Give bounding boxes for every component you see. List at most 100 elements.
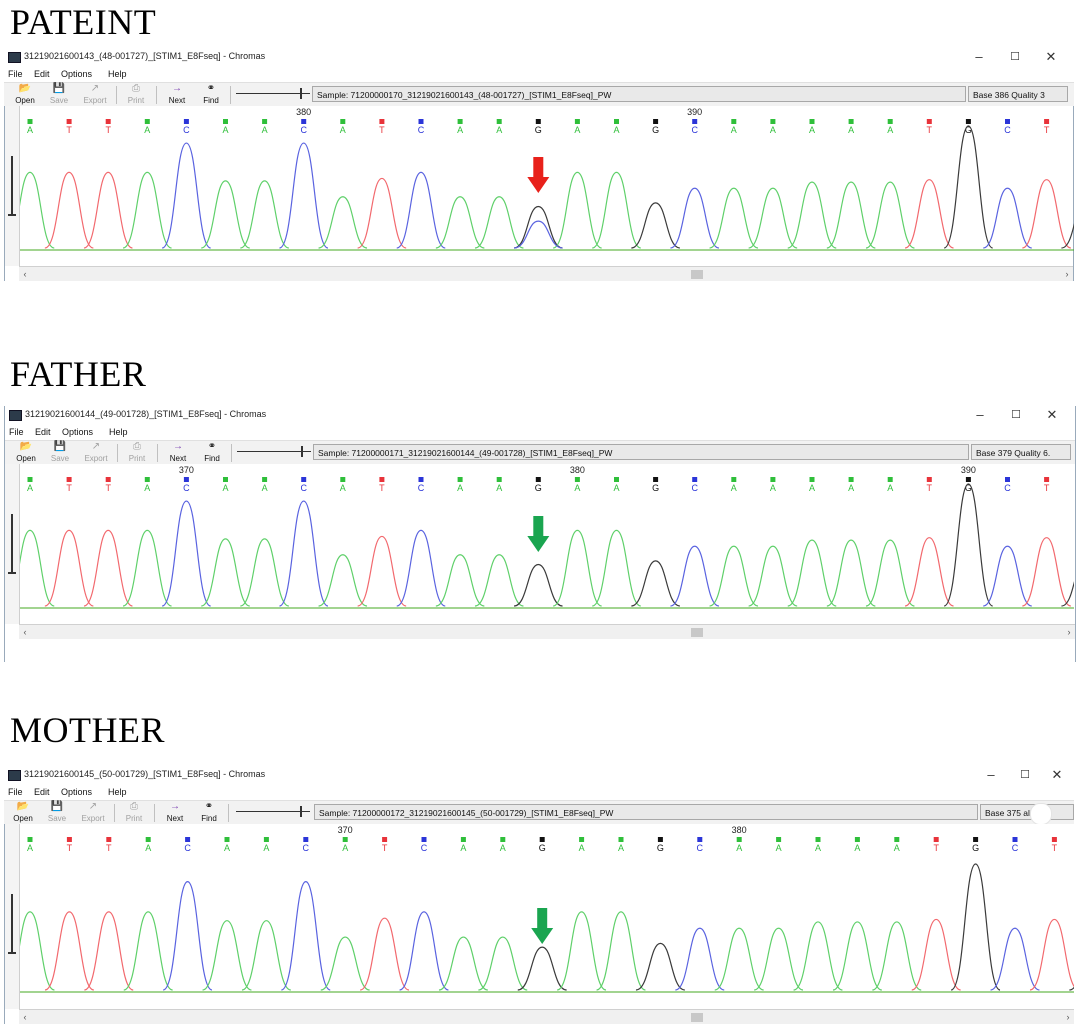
menu-options[interactable]: Options [61, 787, 93, 797]
base-call-label: G [535, 125, 542, 135]
next-button[interactable]: → Next [163, 441, 193, 465]
trace-peak [357, 177, 407, 249]
base-marker [303, 837, 309, 842]
scroll-thumb[interactable] [691, 270, 703, 279]
zoom-slider[interactable] [234, 806, 310, 818]
base-marker [301, 119, 307, 124]
maximize-button[interactable]: ☐ [1011, 409, 1021, 421]
export-button[interactable]: ↗ Export [81, 441, 111, 465]
maximize-button[interactable]: ☐ [1010, 51, 1020, 63]
menu-options[interactable]: Options [61, 69, 93, 79]
chromatogram-view[interactable]: ATTACAACATCAAGAAGCAAAAATGCTG380390 ‹ › [4, 106, 1074, 281]
trace-peak [591, 171, 642, 249]
vertical-scale-gutter[interactable] [5, 464, 20, 624]
horizontal-scrollbar[interactable]: ‹ › [19, 1009, 1074, 1024]
base-call-label: T [379, 125, 385, 135]
export-button[interactable]: ↗ Export [78, 801, 108, 825]
trace-peak [872, 921, 922, 991]
menu-file[interactable]: File [8, 69, 23, 79]
scroll-thumb[interactable] [691, 1013, 703, 1022]
trace-peak [943, 483, 993, 607]
trace-peak [709, 545, 759, 607]
base-call-label: A [144, 125, 150, 135]
menu-edit[interactable]: Edit [34, 69, 50, 79]
base-call-label: T [105, 483, 111, 493]
printer-icon: ⎙ [133, 441, 141, 452]
trace-peak [513, 563, 563, 607]
print-button[interactable]: ⎙ Print [122, 441, 152, 465]
scroll-left-arrow[interactable]: ‹ [23, 627, 27, 637]
menu-help[interactable]: Help [108, 787, 127, 797]
trace-peak [1061, 581, 1074, 607]
base-call-label: C [1004, 125, 1011, 135]
trace-peak [943, 125, 993, 249]
open-button[interactable]: 📂 Open [11, 441, 41, 465]
base-marker [27, 837, 33, 842]
menu-edit[interactable]: Edit [34, 787, 50, 797]
scroll-right-arrow[interactable]: › [1065, 269, 1069, 279]
scroll-left-arrow[interactable]: ‹ [23, 1012, 27, 1022]
horizontal-scrollbar[interactable]: ‹ › [19, 266, 1073, 281]
folder-open-icon: 📂 [19, 441, 33, 452]
menu-options[interactable]: Options [62, 427, 94, 437]
print-button[interactable]: ⎙ Print [119, 801, 149, 825]
scroll-left-arrow[interactable]: ‹ [23, 269, 27, 279]
zoom-slider[interactable] [234, 88, 310, 100]
vertical-scale-gutter[interactable] [5, 106, 20, 266]
next-arrow-icon: → [173, 441, 183, 452]
chromatogram-view[interactable]: ATTACAACATCAAGAAGCAAAAATGCTG370380 ‹ › [4, 824, 1074, 1024]
find-button[interactable]: ⚭ Find [196, 83, 226, 107]
open-button[interactable]: 📂 Open [8, 801, 38, 825]
zoom-slider[interactable] [235, 446, 311, 458]
scroll-right-arrow[interactable]: › [1066, 1012, 1070, 1022]
vertical-scale-gutter[interactable] [5, 824, 20, 1009]
base-call-label: C [184, 843, 191, 853]
trace-peak [556, 911, 607, 991]
open-button[interactable]: 📂 Open [10, 83, 40, 107]
toolbar-separator [114, 804, 115, 822]
toolbar: 📂 Open 💾 Save ↗ Export ⎙ Print → Next ⚭ Find S… [5, 440, 1075, 466]
save-button[interactable]: 💾 Save [44, 83, 74, 107]
close-button[interactable]: ✕ [1046, 407, 1058, 422]
find-button[interactable]: ⚭ Find [197, 441, 227, 465]
menu-help[interactable]: Help [108, 69, 127, 79]
export-button[interactable]: ↗ Export [80, 83, 110, 107]
trace-peak [596, 911, 646, 991]
scroll-thumb[interactable] [691, 628, 703, 637]
toolbar-separator [154, 804, 155, 822]
base-marker [697, 837, 703, 842]
minimize-button[interactable]: – [987, 767, 995, 782]
base-marker [614, 119, 619, 124]
trace-peak [748, 545, 798, 607]
minimize-button[interactable]: – [975, 49, 983, 64]
menu-file[interactable]: File [9, 427, 24, 437]
print-button[interactable]: ⎙ Print [121, 83, 151, 107]
base-call-label: G [652, 483, 659, 493]
trace-peak [20, 911, 55, 991]
base-call-label: C [418, 125, 425, 135]
next-button[interactable]: → Next [160, 801, 190, 825]
next-arrow-icon: → [172, 83, 182, 94]
maximize-button[interactable]: ☐ [1020, 769, 1030, 781]
save-button[interactable]: 💾 Save [45, 441, 75, 465]
trace-peak [122, 171, 172, 249]
next-button[interactable]: → Next [162, 83, 192, 107]
close-button[interactable]: ✕ [1051, 767, 1063, 782]
scroll-right-arrow[interactable]: › [1067, 627, 1071, 637]
menu-file[interactable]: File [8, 787, 23, 797]
save-button[interactable]: 💾 Save [42, 801, 72, 825]
trace-peak [281, 881, 331, 991]
trace-peak [435, 196, 485, 249]
base-call-label: A [262, 125, 268, 135]
minimize-button[interactable]: – [976, 407, 984, 422]
base-call-label: A [613, 483, 619, 493]
base-marker [815, 837, 821, 842]
menu-help[interactable]: Help [109, 427, 128, 437]
close-button[interactable]: ✕ [1045, 49, 1057, 64]
base-call-label: A [770, 483, 776, 493]
horizontal-scrollbar[interactable]: ‹ › [19, 624, 1075, 639]
base-call-label: C [183, 483, 190, 493]
find-button[interactable]: ⚭ Find [194, 801, 224, 825]
menu-edit[interactable]: Edit [35, 427, 51, 437]
chromatogram-view[interactable]: ATTACAACATCAAGAAGCAAAAATGCTG370380390 ‹ … [5, 464, 1075, 639]
